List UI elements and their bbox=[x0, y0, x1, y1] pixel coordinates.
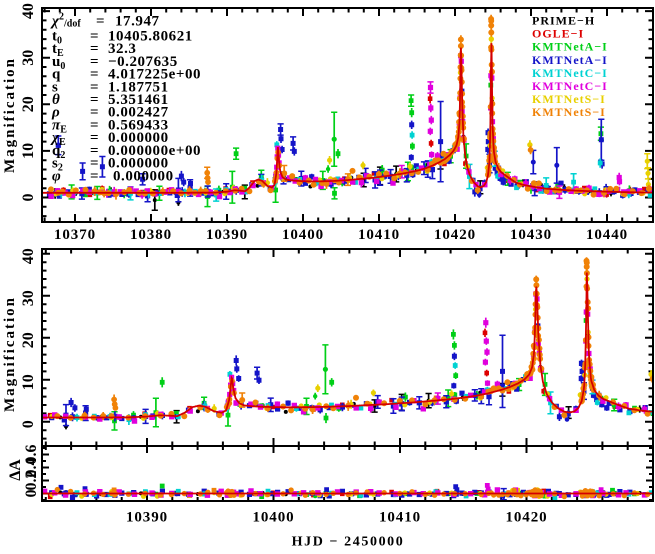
svg-text:=: = bbox=[90, 156, 99, 172]
svg-text:10400: 10400 bbox=[253, 510, 295, 526]
svg-text:40: 40 bbox=[20, 3, 37, 19]
svg-text:Magnification: Magnification bbox=[2, 296, 18, 412]
svg-text:q: q bbox=[52, 67, 61, 83]
svg-text:10420: 10420 bbox=[506, 510, 548, 526]
svg-text:0.000000: 0.000000 bbox=[108, 156, 169, 172]
svg-text:10440: 10440 bbox=[586, 227, 628, 243]
svg-text:1.187751: 1.187751 bbox=[108, 79, 169, 95]
svg-text:30: 30 bbox=[20, 50, 37, 66]
svg-text:=: = bbox=[90, 54, 99, 70]
svg-text:10430: 10430 bbox=[510, 227, 552, 243]
svg-text:−0.207635: −0.207635 bbox=[108, 54, 178, 70]
svg-text:10380: 10380 bbox=[130, 227, 172, 243]
svg-text:χE: χE bbox=[50, 130, 66, 148]
svg-text:20: 20 bbox=[20, 332, 37, 348]
svg-text:πE: πE bbox=[52, 118, 67, 136]
svg-text:=: = bbox=[90, 168, 99, 184]
svg-text:10400: 10400 bbox=[282, 227, 324, 243]
svg-text:0: 0 bbox=[20, 420, 37, 428]
svg-text:10420: 10420 bbox=[434, 227, 476, 243]
svg-text:s2: s2 bbox=[52, 156, 63, 174]
svg-text:0.6: 0.6 bbox=[23, 445, 40, 465]
svg-text:=: = bbox=[90, 130, 99, 146]
svg-text:0: 0 bbox=[23, 490, 40, 498]
svg-text:10370: 10370 bbox=[54, 227, 96, 243]
svg-text:=: = bbox=[90, 41, 99, 57]
svg-text:10390: 10390 bbox=[126, 510, 168, 526]
svg-text:KMTNetA−I: KMTNetA−I bbox=[532, 53, 608, 67]
svg-text:OGLE−I: OGLE−I bbox=[532, 27, 584, 41]
svg-text:PRIME−H: PRIME−H bbox=[532, 14, 595, 28]
svg-text:0.000000: 0.000000 bbox=[108, 130, 169, 146]
svg-text:χ2/dof: χ2/dof bbox=[50, 12, 81, 30]
svg-text:=: = bbox=[96, 14, 105, 30]
svg-text:10410: 10410 bbox=[358, 227, 400, 243]
svg-text:Magnification: Magnification bbox=[2, 57, 18, 173]
svg-text:HJD − 2450000: HJD − 2450000 bbox=[292, 535, 405, 550]
svg-text:s: s bbox=[52, 79, 58, 95]
svg-text:KMTNetA−I: KMTNetA−I bbox=[532, 40, 608, 54]
svg-text:=: = bbox=[90, 118, 99, 134]
svg-text:32.3: 32.3 bbox=[108, 41, 136, 57]
svg-text:10405.80621: 10405.80621 bbox=[108, 28, 193, 44]
svg-text:40: 40 bbox=[20, 248, 37, 264]
svg-text:0.4: 0.4 bbox=[23, 458, 40, 478]
svg-text:20: 20 bbox=[20, 96, 37, 112]
svg-text:0.000000: 0.000000 bbox=[113, 168, 174, 184]
svg-text:0.000000e+00: 0.000000e+00 bbox=[108, 143, 201, 159]
svg-text:=: = bbox=[90, 92, 99, 108]
svg-text:=: = bbox=[90, 105, 99, 121]
svg-text:KMTNetC−I: KMTNetC−I bbox=[532, 66, 608, 80]
svg-text:KMTNetC−I: KMTNetC−I bbox=[532, 79, 608, 93]
svg-text:ΔA: ΔA bbox=[7, 459, 24, 481]
svg-text:30: 30 bbox=[20, 290, 37, 306]
svg-text:t0: t0 bbox=[52, 28, 62, 46]
svg-text:=: = bbox=[90, 143, 99, 159]
svg-text:KMTNetS−I: KMTNetS−I bbox=[532, 92, 606, 106]
svg-text:θ: θ bbox=[52, 92, 60, 108]
svg-text:10390: 10390 bbox=[206, 227, 248, 243]
svg-text:ρ: ρ bbox=[51, 105, 60, 121]
svg-text:5.351461: 5.351461 bbox=[108, 92, 169, 108]
svg-text:KMTNetS−I: KMTNetS−I bbox=[532, 105, 606, 119]
svg-text:17.947: 17.947 bbox=[115, 14, 160, 30]
svg-text:=: = bbox=[90, 79, 99, 95]
svg-text:0.569433: 0.569433 bbox=[108, 118, 169, 134]
svg-text:4.017225e+00: 4.017225e+00 bbox=[108, 67, 201, 83]
svg-text:10410: 10410 bbox=[379, 510, 421, 526]
svg-text:10: 10 bbox=[20, 374, 37, 390]
svg-text:0: 0 bbox=[20, 194, 37, 202]
svg-text:=: = bbox=[90, 67, 99, 83]
svg-text:0.002427: 0.002427 bbox=[108, 105, 169, 121]
svg-text:=: = bbox=[90, 28, 99, 44]
svg-text:0.2: 0.2 bbox=[23, 471, 40, 491]
svg-text:10: 10 bbox=[20, 143, 37, 159]
svg-text:φ: φ bbox=[52, 168, 61, 184]
